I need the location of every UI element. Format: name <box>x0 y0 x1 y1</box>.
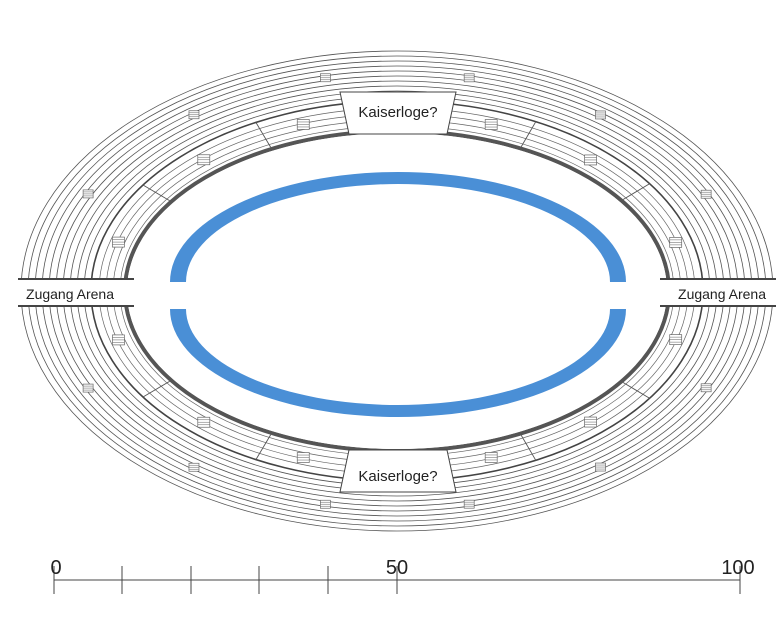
entrance-right-gap <box>660 278 776 306</box>
scale-label-100: 100 <box>721 557 754 579</box>
arena-floor <box>127 133 667 449</box>
sector-line <box>622 183 650 200</box>
stair-marker <box>595 110 606 120</box>
zugang-right-label: Zugang Arena <box>678 286 766 302</box>
stair-marker <box>112 334 125 346</box>
stair-marker <box>584 416 597 428</box>
entrance-left-gap <box>18 278 134 306</box>
sector-line <box>622 382 650 399</box>
stair-marker <box>669 237 683 248</box>
sector-line <box>142 380 170 398</box>
stair-marker <box>82 189 94 199</box>
scale-label-0: 0 <box>50 557 61 579</box>
kaiserloge-bottom <box>339 449 457 493</box>
stair-marker <box>484 452 498 463</box>
stair-marker <box>197 416 211 428</box>
stair-marker <box>112 236 125 248</box>
stair-marker <box>669 334 683 345</box>
kaiserloge-top <box>339 91 457 135</box>
kaiserloge-box <box>339 91 457 135</box>
sector-line <box>255 122 272 148</box>
channel-bottom <box>170 309 626 417</box>
scale-label-50: 50 <box>386 557 408 579</box>
scale-bar: 0 50 100 <box>50 557 755 594</box>
water-channel <box>170 172 626 417</box>
sector-line <box>255 434 272 460</box>
stair-marker <box>463 73 475 83</box>
stair-marker <box>700 189 712 199</box>
kaiserloge-bottom-label: Kaiserloge? <box>358 468 437 485</box>
stair-markers <box>82 73 712 509</box>
stair-marker <box>484 119 498 130</box>
kaiserloge-box <box>339 449 457 493</box>
kaiserloge-top-label: Kaiserloge? <box>358 104 437 121</box>
entrances <box>18 278 776 307</box>
stair-marker <box>463 499 475 509</box>
stair-marker <box>197 154 211 166</box>
stair-marker <box>82 383 94 393</box>
stair-marker <box>595 462 606 472</box>
stair-marker <box>188 110 200 120</box>
stair-marker <box>320 499 331 509</box>
zugang-left-label: Zugang Arena <box>26 286 114 302</box>
stair-marker <box>296 452 310 463</box>
stair-marker <box>296 119 310 130</box>
stair-marker <box>320 73 331 83</box>
sector-line <box>142 184 170 202</box>
sector-line <box>520 121 537 147</box>
stair-marker <box>700 383 712 393</box>
sector-line <box>520 435 537 461</box>
stair-marker <box>188 462 200 472</box>
stair-marker <box>584 154 597 166</box>
